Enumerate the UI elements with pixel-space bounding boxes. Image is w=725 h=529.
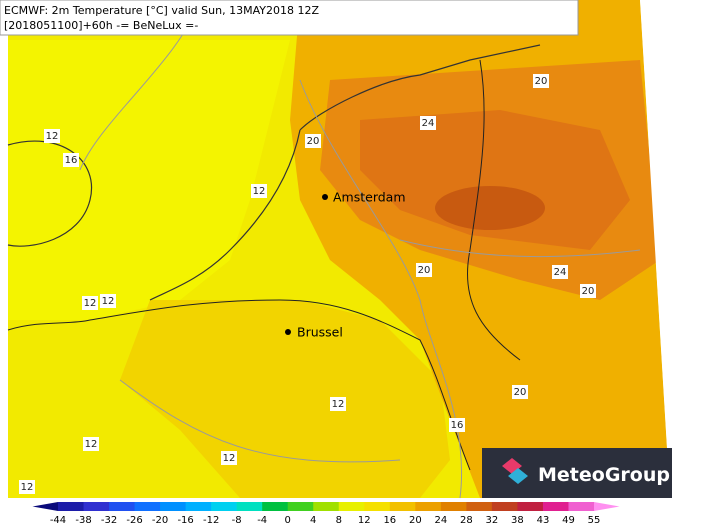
- contour-label: 24: [554, 267, 567, 278]
- contour-label: 12: [253, 186, 266, 197]
- contour-label: 12: [84, 298, 97, 309]
- colorbar-segment: [466, 502, 493, 511]
- colorbar-tick-label: 0: [285, 515, 291, 525]
- colorbar-tick-label: -38: [75, 515, 91, 525]
- logo-icon: [508, 468, 528, 484]
- contour-label-box: [533, 74, 549, 88]
- colorbar-tick-label: -4: [257, 515, 267, 525]
- colorbar-segment: [415, 502, 442, 511]
- colorbar-tick-label: 24: [434, 515, 447, 525]
- colorbar-tick-label: -26: [126, 515, 142, 525]
- colorbar-segment: [160, 502, 187, 511]
- contour-label: 20: [582, 286, 595, 297]
- colorbar-segment: [440, 502, 467, 511]
- contour-label: 24: [422, 118, 435, 129]
- colorbar-segment: [364, 502, 391, 511]
- contour-label-box: [83, 437, 99, 451]
- contour-label-box: [251, 184, 267, 198]
- header-box: [0, 0, 579, 36]
- contour-label-box: [330, 397, 346, 411]
- colorbar-tick-label: 28: [460, 515, 473, 525]
- contour-label: 16: [451, 420, 464, 431]
- colorbar-tick-label: 32: [486, 515, 499, 525]
- contour-label: 20: [307, 136, 320, 147]
- colorbar-tick-label: -12: [203, 515, 219, 525]
- borders: [7, 59, 521, 471]
- colorbar-segment: [542, 502, 569, 511]
- logo-text: MeteoGroup: [538, 464, 670, 486]
- contour-label: 20: [418, 265, 431, 276]
- contour-label-box: [100, 294, 116, 308]
- contour-label: 12: [21, 482, 34, 493]
- contour-label: 16: [65, 155, 78, 166]
- contour-label: 12: [85, 439, 98, 450]
- colorbar-tick-label: 16: [383, 515, 396, 525]
- contour-label-box: [552, 265, 568, 279]
- city-label: Brussel: [297, 325, 343, 340]
- field-dark: [360, 110, 630, 250]
- contour-label-box: [416, 263, 432, 277]
- contour-label-box: [449, 418, 465, 432]
- colorbar-tick-label: 4: [310, 515, 316, 525]
- contour-label: 20: [535, 76, 548, 87]
- field-darkest: [435, 186, 545, 230]
- colorbar-segment: [491, 502, 518, 511]
- contour-label-box: [19, 480, 35, 494]
- colorbar-tick-label: -44: [50, 515, 66, 525]
- colorbar-tick-label: 49: [562, 515, 575, 525]
- colorbar-segment: [109, 502, 136, 511]
- colorbar-tick-label: 20: [409, 515, 422, 525]
- contour-label-box: [512, 385, 528, 399]
- colorbar-segment: [338, 502, 365, 511]
- colorbar-segment: [568, 502, 595, 511]
- colorbar-tick-label: -16: [177, 515, 193, 525]
- colorbar-tick-label: -20: [152, 515, 168, 525]
- map-edge: [640, 0, 725, 525]
- colorbar-tick-label: 43: [537, 515, 550, 525]
- colorbar-segment: [211, 502, 238, 511]
- colorbar-tick-label: -32: [101, 515, 117, 525]
- colorbar-tick-label: 8: [336, 515, 342, 525]
- header-line: [2018051100]+60h -= BeNeLux =-: [4, 19, 198, 32]
- colorbar-tick-label: 55: [588, 515, 601, 525]
- contour-label: 12: [46, 131, 59, 142]
- contour-label-box: [580, 284, 596, 298]
- contour-label-box: [221, 451, 237, 465]
- contour-labels: 20 24 20 12 16 12 20 24 20 12 12 20 12 16 12 12 12: [19, 74, 596, 494]
- field-gold: [120, 300, 450, 498]
- isotherms: [79, 0, 641, 499]
- field-light: [8, 40, 290, 320]
- contour-label-box: [63, 153, 79, 167]
- contour-label-box: [82, 296, 98, 310]
- colorbar-segment: [236, 502, 263, 511]
- city-dot: [285, 329, 291, 335]
- colorbar: -44 -38 -32 -26 -20 -16 -12 -8 -4 0 4 8 12 16 20 24 28 32…: [32, 502, 620, 526]
- colorbar-segment: [313, 502, 340, 511]
- colorbar-segment: [517, 502, 544, 511]
- colorbar-arrow: [32, 502, 58, 511]
- contour-label: 12: [223, 453, 236, 464]
- colorbar-tick-label: -8: [232, 515, 242, 525]
- colorbar-segment: [134, 502, 161, 511]
- colorbar-tick-label: 12: [358, 515, 371, 525]
- contour-label-box: [420, 116, 436, 130]
- colorbar-segment: [83, 502, 110, 511]
- city-label: Amsterdam: [333, 190, 406, 205]
- contour-label: 20: [514, 387, 527, 398]
- colorbar-segment: [262, 502, 289, 511]
- colorbar-segment: [58, 502, 85, 511]
- colorbar-arrow: [594, 502, 620, 511]
- colorbar-tick-label: 38: [511, 515, 524, 525]
- city-dot: [322, 194, 328, 200]
- colorbar-segment: [185, 502, 212, 511]
- colorbar-segment: [287, 502, 314, 511]
- contour-label-box: [44, 129, 60, 143]
- contour-label: 12: [332, 399, 345, 410]
- contour-label-box: [305, 134, 321, 148]
- contour-label: 12: [102, 296, 115, 307]
- colorbar-segment: [389, 502, 416, 511]
- header-line: ECMWF: 2m Temperature [°C] valid Sun, 13…: [4, 4, 319, 17]
